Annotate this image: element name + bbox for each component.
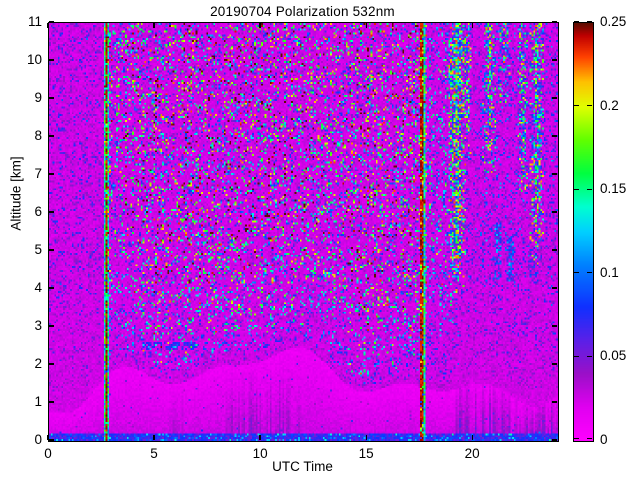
colorbar-tick-right-2 [587,272,592,274]
x-tick-15 [365,435,367,440]
y-tick-11 [49,21,54,23]
colorbar[interactable] [573,22,594,442]
x-tick-label-10: 10 [252,446,268,461]
colorbar-tick-label-0: 0 [600,432,608,447]
colorbar-tick-5 [574,21,579,23]
y-tick-right-0 [552,439,557,441]
y-tick-label-3: 3 [34,318,42,333]
y-tick-5 [49,249,54,251]
x-tick-top-0 [47,23,49,28]
y-tick-label-4: 4 [34,280,42,295]
y-tick-label-10: 10 [26,52,42,67]
colorbar-tick-label-2: 0.1 [600,264,619,280]
y-tick-label-7: 7 [34,166,42,181]
y-tick-label-8: 8 [34,128,42,143]
y-tick-4 [49,287,54,289]
colorbar-tick-label-1: 0.05 [600,348,627,364]
heatmap-image [49,23,558,441]
page-title: 20190704 Polarization 532nm [210,4,395,19]
y-tick-right-1 [552,401,557,403]
y-tick-9 [49,97,54,99]
x-tick-label-15: 15 [358,446,374,461]
y-axis-title: Altitude [km] [8,156,24,231]
y-tick-label-5: 5 [34,242,42,257]
x-axis-title: UTC Time [272,459,333,474]
x-tick-top-15 [365,23,367,28]
colorbar-tick-right-0 [587,438,592,440]
y-tick-right-8 [552,135,557,137]
y-tick-label-1: 1 [34,394,42,409]
y-tick-2 [49,363,54,365]
y-tick-label-0: 0 [34,432,42,447]
x-tick-5 [153,435,155,440]
colorbar-tick-label-5: 0.25 [600,14,627,29]
colorbar-tick-right-4 [587,105,592,107]
y-tick-right-10 [552,59,557,61]
y-tick-right-5 [552,249,557,251]
colorbar-tick-3 [574,188,579,190]
colorbar-tick-label-3: 0.15 [600,181,627,197]
x-tick-label-0: 0 [44,446,52,461]
y-tick-right-3 [552,325,557,327]
colorbar-tick-right-3 [587,188,592,190]
x-tick-top-5 [153,23,155,28]
colorbar-tick-label-4: 0.2 [600,97,619,113]
colorbar-tick-1 [574,355,579,357]
y-tick-right-2 [552,363,557,365]
y-tick-right-7 [552,173,557,175]
y-tick-1 [49,401,54,403]
y-tick-6 [49,211,54,213]
colorbar-tick-4 [574,105,579,107]
y-tick-right-9 [552,97,557,99]
y-tick-3 [49,325,54,327]
y-tick-right-4 [552,287,557,289]
x-tick-label-5: 5 [150,446,158,461]
y-tick-label-9: 9 [34,90,42,105]
heatmap-axes[interactable] [48,22,559,442]
y-tick-8 [49,135,54,137]
x-tick-0 [47,435,49,440]
x-tick-label-20: 20 [464,446,480,461]
colorbar-tick-2 [574,272,579,274]
colorbar-tick-0 [574,438,579,440]
y-tick-label-2: 2 [34,356,42,371]
colorbar-gradient [574,23,593,441]
x-tick-top-10 [259,23,261,28]
y-tick-label-11: 11 [27,14,42,29]
y-tick-7 [49,173,54,175]
colorbar-tick-right-5 [587,21,592,23]
y-tick-10 [49,59,54,61]
y-tick-0 [49,439,54,441]
y-tick-right-11 [552,21,557,23]
colorbar-tick-right-1 [587,355,592,357]
x-tick-10 [259,435,261,440]
x-tick-20 [471,435,473,440]
y-tick-label-6: 6 [34,204,42,219]
y-tick-right-6 [552,211,557,213]
x-tick-top-20 [471,23,473,28]
